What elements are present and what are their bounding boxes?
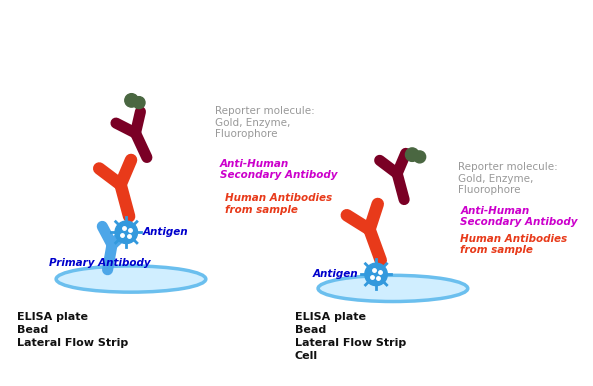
Text: Reporter molecule:
Gold, Enzyme,
Fluorophore: Reporter molecule: Gold, Enzyme, Fluorop… [458,162,558,195]
Circle shape [133,96,145,108]
Text: Lateral Flow Strip: Lateral Flow Strip [17,338,128,348]
Text: Antigen: Antigen [313,269,358,279]
Text: ELISA plate: ELISA plate [17,312,88,322]
Circle shape [414,151,426,163]
Circle shape [365,263,387,286]
Text: Primary Antibody: Primary Antibody [49,257,151,267]
Text: Human Antibodies
from sample: Human Antibodies from sample [460,234,568,255]
Text: Lateral Flow Strip: Lateral Flow Strip [295,338,406,348]
Ellipse shape [318,275,468,301]
Text: Reporter molecule:
Gold, Enzyme,
Fluorophore: Reporter molecule: Gold, Enzyme, Fluorop… [215,106,315,139]
Text: ELISA plate: ELISA plate [295,312,366,322]
Ellipse shape [56,266,206,292]
Text: Human Antibodies
from sample: Human Antibodies from sample [225,193,331,215]
Text: Bead: Bead [17,325,48,335]
Circle shape [115,221,138,244]
Text: Bead: Bead [295,325,326,335]
Text: Anti-Human
Secondary Antibody: Anti-Human Secondary Antibody [460,206,578,227]
Circle shape [406,148,419,161]
Text: Antigen: Antigen [143,227,189,237]
Circle shape [125,94,138,107]
Text: Anti-Human
Secondary Antibody: Anti-Human Secondary Antibody [220,159,337,180]
Text: Cell: Cell [295,351,318,361]
